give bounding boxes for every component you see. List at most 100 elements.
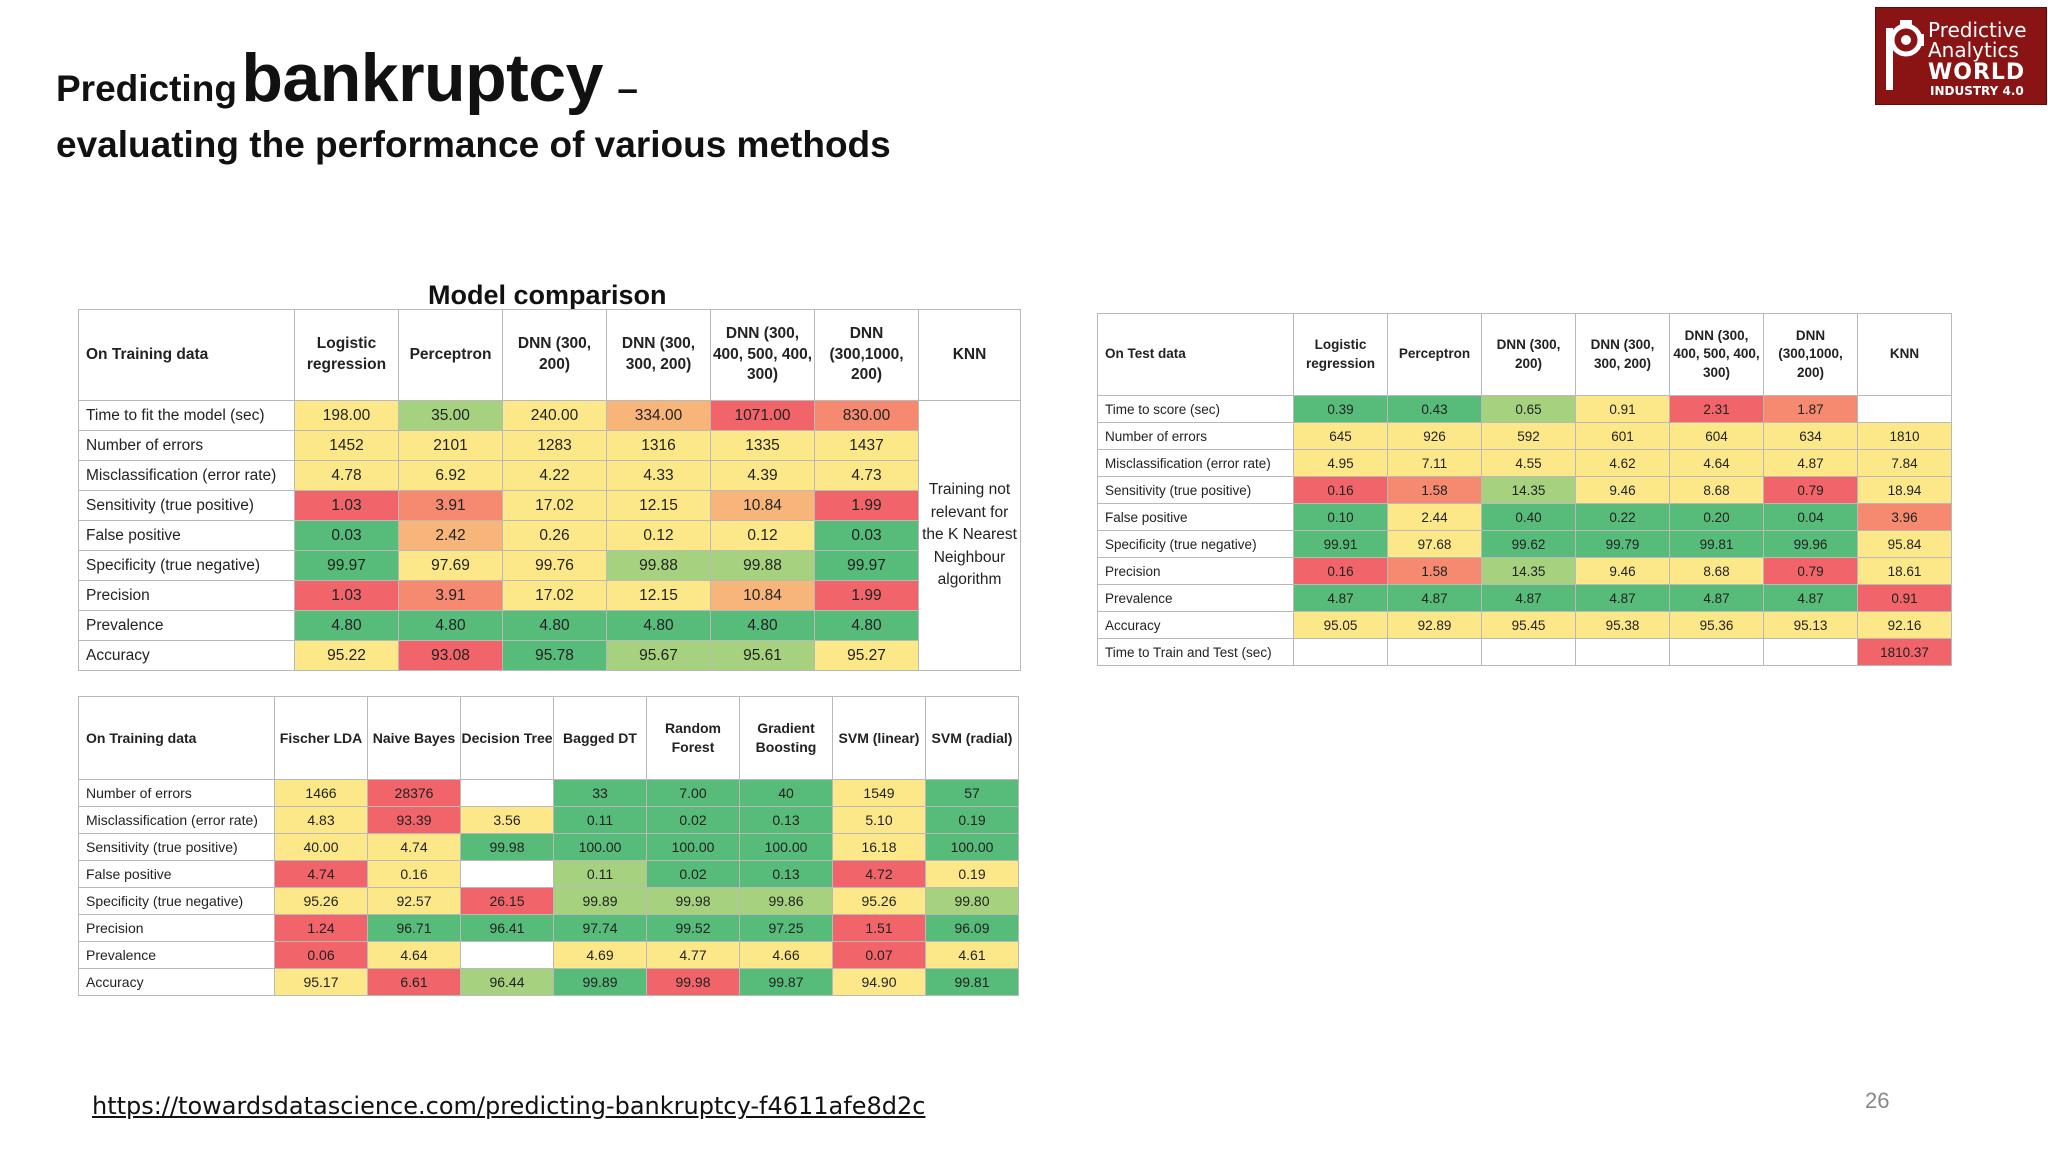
table-cell: 0.40 xyxy=(1481,503,1576,531)
row-label: Precision xyxy=(78,580,295,611)
table-cell: 33 xyxy=(553,779,647,807)
column-header: Gradient Boosting xyxy=(739,696,833,780)
table-cell: 100.00 xyxy=(739,833,833,861)
table-cell: 9.46 xyxy=(1575,557,1670,585)
table-cell: 1071.00 xyxy=(710,400,815,431)
table-cell: 0.07 xyxy=(832,941,926,969)
table-cell: 6.61 xyxy=(367,968,461,996)
table-cell: 92.89 xyxy=(1387,611,1482,639)
table-cell: 99.80 xyxy=(925,887,1019,915)
table-cell: 7.00 xyxy=(646,779,740,807)
table-cell: 4.87 xyxy=(1575,584,1670,612)
table-cell: 92.57 xyxy=(367,887,461,915)
column-header: Logistic regression xyxy=(294,309,399,401)
column-header: DNN (300, 200) xyxy=(1481,313,1576,396)
table-cell: 1283 xyxy=(502,430,607,461)
table-cell: 99.86 xyxy=(739,887,833,915)
table-cell: 601 xyxy=(1575,422,1670,450)
column-header: KNN xyxy=(918,309,1021,401)
table-cell: 4.87 xyxy=(1763,449,1858,477)
table-row: False positive 4.74 0.16 0.11 0.02 0.13 4.72 0.… xyxy=(78,860,1019,888)
table-row: Number of errors 1452 2101 1283 1316 1335 1437 xyxy=(78,430,1021,461)
column-header: DNN (300, 400, 500, 400, 300) xyxy=(710,309,815,401)
table-cell: 17.02 xyxy=(502,580,607,611)
table-cell: 1810.37 xyxy=(1857,638,1952,666)
table-cell: 4.80 xyxy=(294,610,399,641)
table-cell: 94.90 xyxy=(832,968,926,996)
column-header: Bagged DT xyxy=(553,696,647,780)
table-row: Accuracy 95.22 93.08 95.78 95.67 95.61 95.27 xyxy=(78,640,1021,671)
table-cell: 4.74 xyxy=(274,860,368,888)
table-cell: 0.39 xyxy=(1293,395,1388,423)
row-label: Number of errors xyxy=(78,779,275,807)
logo-gear-icon xyxy=(1886,20,1924,90)
table-cell: 99.98 xyxy=(646,968,740,996)
logo-line-4: INDUSTRY 4.0 xyxy=(1930,84,2024,98)
table-cell: 100.00 xyxy=(646,833,740,861)
table-cell xyxy=(1857,395,1952,423)
title-main: bankruptcy xyxy=(241,40,603,116)
table-cell: 3.56 xyxy=(460,806,554,834)
title-dash: – xyxy=(617,68,638,109)
table-cell: 4.87 xyxy=(1387,584,1482,612)
table-cell: 18.94 xyxy=(1857,476,1952,504)
row-label: Accuracy xyxy=(78,968,275,996)
table-cell: 1452 xyxy=(294,430,399,461)
table-cell: 1437 xyxy=(814,430,919,461)
table-cell: 6.92 xyxy=(398,460,503,491)
table-cell: 99.88 xyxy=(710,550,815,581)
table-cell: 0.91 xyxy=(1857,584,1952,612)
table-cell: 97.69 xyxy=(398,550,503,581)
table-cell xyxy=(1293,638,1388,666)
table-cell: 4.39 xyxy=(710,460,815,491)
table-cell: 99.98 xyxy=(646,887,740,915)
table-cell: 1335 xyxy=(710,430,815,461)
table-cell: 4.78 xyxy=(294,460,399,491)
table-cell: 0.26 xyxy=(502,520,607,551)
table-cell: 4.74 xyxy=(367,833,461,861)
table-cell: 95.22 xyxy=(294,640,399,671)
table-cell: 0.12 xyxy=(710,520,815,551)
table-cell: 0.79 xyxy=(1763,476,1858,504)
table-row: Precision 0.16 1.58 14.35 9.46 8.68 0.79 18.61 xyxy=(1097,557,1952,585)
table-cell xyxy=(1575,638,1670,666)
test-data-table: On Test data Logistic regression Percept… xyxy=(1097,313,1952,666)
table-cell: 95.27 xyxy=(814,640,919,671)
table-cell: 96.09 xyxy=(925,914,1019,942)
table-row: Number of errors 1466 28376 33 7.00 40 1549 57 xyxy=(78,779,1019,807)
table-header-row: On Training data Logistic regression Per… xyxy=(78,309,1021,401)
table-cell: 0.02 xyxy=(646,860,740,888)
table-cell: 4.66 xyxy=(739,941,833,969)
row-label: False positive xyxy=(1097,503,1294,531)
table-cell: 926 xyxy=(1387,422,1482,450)
table-cell: 1810 xyxy=(1857,422,1952,450)
title-prefix: Predicting xyxy=(56,68,237,109)
table-cell: 1.24 xyxy=(274,914,368,942)
table-cell: 99.89 xyxy=(553,887,647,915)
table-cell: 99.89 xyxy=(553,968,647,996)
row-label: Specificity (true negative) xyxy=(78,887,275,915)
column-header: Random Forest xyxy=(646,696,740,780)
table-cell xyxy=(1763,638,1858,666)
row-label: Sensitivity (true positive) xyxy=(78,490,295,521)
table-cell: 93.39 xyxy=(367,806,461,834)
slide-subtitle: evaluating the performance of various me… xyxy=(56,124,891,165)
table-cell: 4.95 xyxy=(1293,449,1388,477)
row-label: Sensitivity (true positive) xyxy=(78,833,275,861)
row-label: False positive xyxy=(78,860,275,888)
table-cell: 1.51 xyxy=(832,914,926,942)
table-cell: 4.77 xyxy=(646,941,740,969)
column-header: DNN (300, 400, 500, 400, 300) xyxy=(1669,313,1764,396)
row-label: Number of errors xyxy=(1097,422,1294,450)
column-header: Perceptron xyxy=(1387,313,1482,396)
training-data-table: On Training data Logistic regression Per… xyxy=(78,309,1021,671)
table-cell: 4.69 xyxy=(553,941,647,969)
table-cell: 99.97 xyxy=(294,550,399,581)
table-row: Prevalence 4.87 4.87 4.87 4.87 4.87 4.87 0.91 xyxy=(1097,584,1952,612)
table-cell: 17.02 xyxy=(502,490,607,521)
table-cell: 4.80 xyxy=(502,610,607,641)
table-cell: 8.68 xyxy=(1669,557,1764,585)
table-cell: 16.18 xyxy=(832,833,926,861)
table-cell: 4.80 xyxy=(710,610,815,641)
source-link[interactable]: https://towardsdatascience.com/predictin… xyxy=(92,1092,926,1120)
